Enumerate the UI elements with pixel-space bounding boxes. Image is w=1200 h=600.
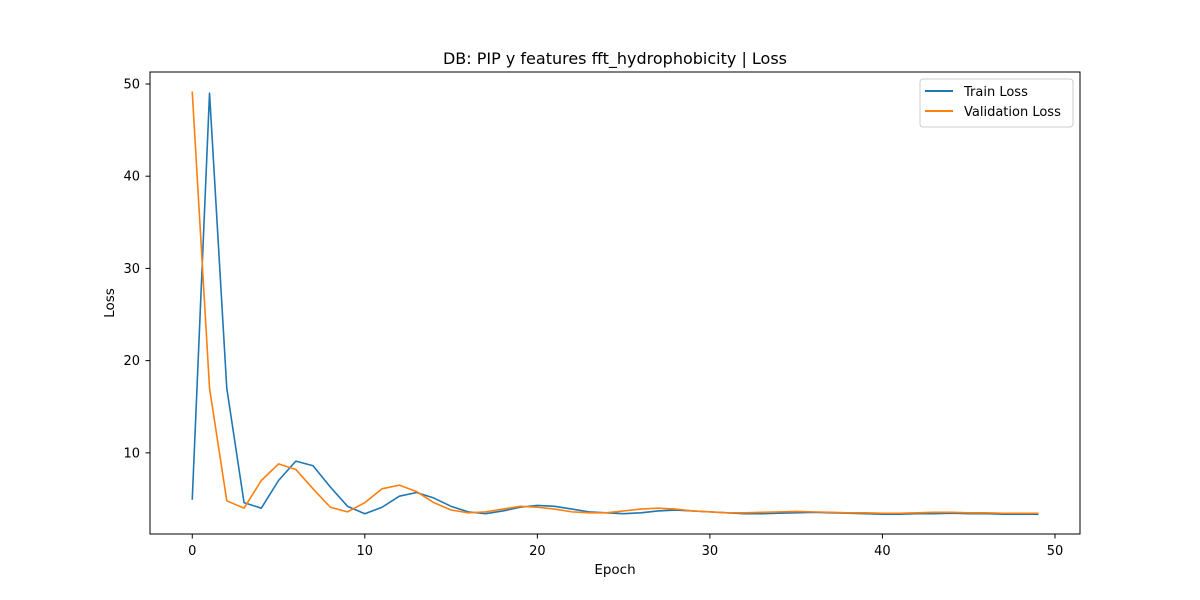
x-tick-label: 30: [702, 544, 719, 559]
axes-frame: [149, 71, 1081, 535]
chart-title: DB: PIP y features fft_hydrophobicity | …: [443, 49, 787, 69]
x-tick-label: 0: [188, 544, 196, 559]
x-tick-label: 40: [874, 544, 891, 559]
y-tick-label: 10: [123, 446, 140, 461]
plot-area: [149, 71, 1081, 535]
y-tick-label: 50: [123, 77, 140, 92]
x-axis-ticks: 0 10 20 30 40 50: [188, 534, 1063, 559]
x-tick-label: 50: [1047, 544, 1064, 559]
legend-label-train: Train Loss: [963, 85, 1028, 100]
train-loss-line: [191, 92, 1039, 515]
y-tick-label: 40: [123, 170, 140, 185]
y-axis-ticks: 10 20 30 40 50: [123, 77, 150, 461]
legend: Train Loss Validation Loss: [919, 78, 1074, 128]
y-axis-label: Loss: [102, 288, 118, 318]
x-axis-label: Epoch: [594, 562, 635, 578]
validation-loss-line: [191, 91, 1039, 515]
series-lines: [191, 91, 1039, 515]
y-tick-label: 20: [123, 354, 140, 369]
x-tick-label: 10: [357, 544, 374, 559]
y-tick-label: 30: [123, 262, 140, 277]
x-tick-label: 20: [529, 544, 546, 559]
legend-label-validation: Validation Loss: [964, 105, 1061, 120]
legend-box: [919, 78, 1074, 128]
